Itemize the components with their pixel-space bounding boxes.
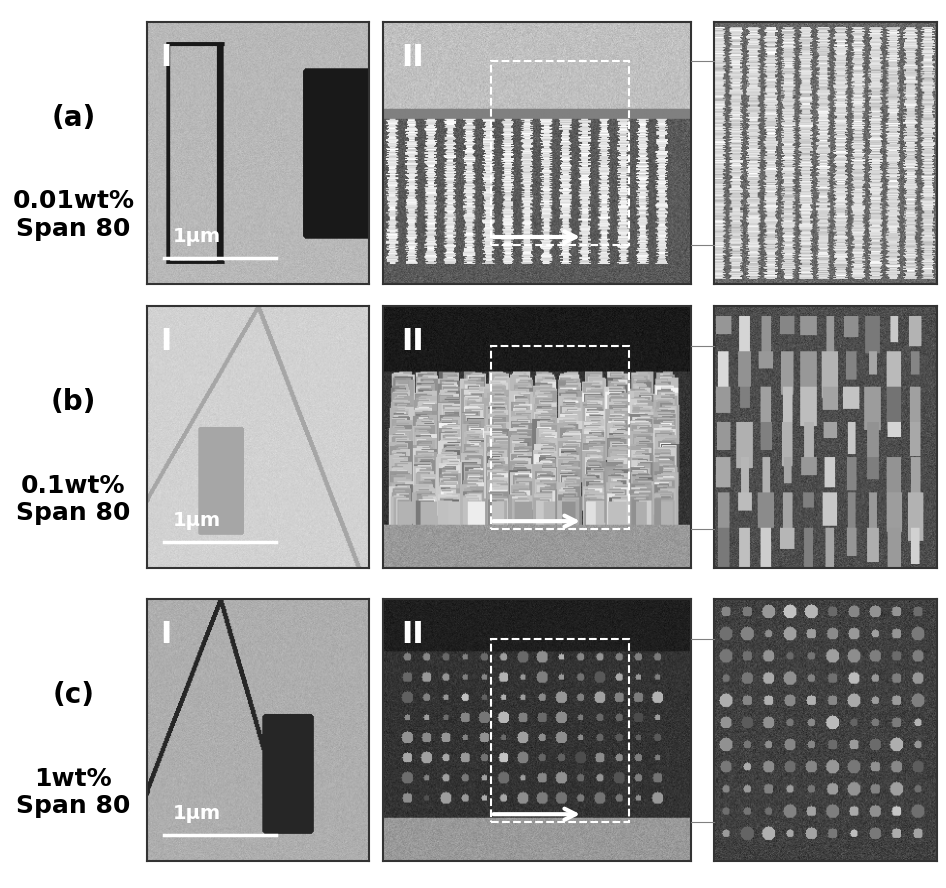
Text: I: I xyxy=(160,44,171,72)
Text: I: I xyxy=(160,621,171,649)
Text: I: I xyxy=(160,328,171,356)
Text: 0.1wt%
Span 80: 0.1wt% Span 80 xyxy=(16,473,131,526)
Text: II: II xyxy=(401,328,425,356)
Text: (b): (b) xyxy=(51,388,96,416)
Text: (c): (c) xyxy=(52,681,95,709)
Text: II: II xyxy=(401,621,425,649)
Text: (a): (a) xyxy=(51,104,96,131)
Text: 1μm: 1μm xyxy=(173,227,221,246)
Text: II: II xyxy=(401,44,425,72)
Text: 1μm: 1μm xyxy=(173,805,221,823)
Text: 1μm: 1μm xyxy=(173,511,221,530)
Text: 0.01wt%
Span 80: 0.01wt% Span 80 xyxy=(12,189,134,242)
Text: 1wt%
Span 80: 1wt% Span 80 xyxy=(16,766,131,819)
